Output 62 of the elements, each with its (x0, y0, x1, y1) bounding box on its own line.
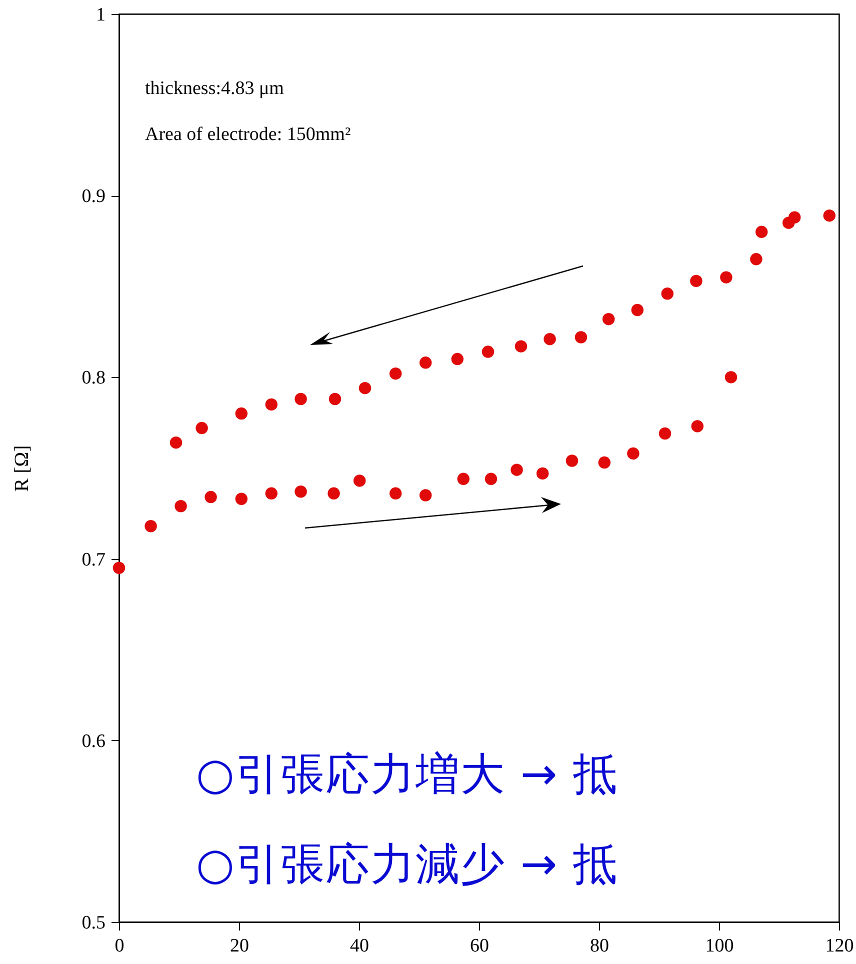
y-tick-label: 0.9 (82, 186, 106, 208)
point (112, 562, 126, 574)
point (353, 474, 366, 487)
point (544, 332, 556, 346)
point (484, 472, 498, 486)
point (265, 398, 278, 411)
y-tick-label: 0.6 (82, 730, 106, 752)
point (691, 420, 704, 432)
point (631, 304, 644, 316)
x-tick-label: 40 (350, 936, 369, 956)
point (196, 422, 208, 434)
point (294, 485, 307, 498)
point (419, 489, 432, 502)
point (720, 271, 732, 284)
point (389, 367, 402, 380)
point (750, 253, 762, 266)
point (457, 472, 470, 486)
y-tick-label: 0.7 (82, 549, 106, 570)
point (755, 226, 768, 238)
point (235, 407, 248, 420)
point (170, 436, 182, 449)
point (144, 520, 157, 532)
point (265, 487, 278, 500)
point (419, 356, 432, 369)
point (204, 490, 217, 504)
point (602, 312, 615, 326)
annotation: thickness:4.83 μm (145, 78, 284, 100)
point (661, 288, 674, 300)
x-tick-label: 60 (470, 936, 489, 956)
annotation: ○引張応力減少 → 抵 (196, 838, 618, 892)
point (574, 331, 588, 344)
annotation: Area of electrode: 150mm² (145, 124, 351, 146)
point (235, 492, 248, 505)
x-tick-label: 100 (705, 936, 734, 956)
point (482, 346, 494, 358)
point (782, 216, 795, 229)
x-tick-label: 0 (114, 936, 124, 956)
y-tick-label: 0.5 (82, 912, 106, 934)
x-tick-label: 80 (590, 936, 609, 956)
x-tick-label: 120 (825, 936, 854, 956)
point (658, 427, 672, 440)
point (294, 392, 307, 406)
annotation: ○引張応力増大 → 抵 (196, 748, 618, 802)
point (514, 340, 528, 352)
y-tick-label: 1 (96, 4, 106, 26)
point (690, 274, 702, 288)
point (328, 392, 342, 406)
point (566, 454, 578, 467)
y-tick-label: 0.8 (82, 368, 106, 389)
point (328, 487, 340, 500)
point (174, 500, 187, 512)
point (389, 487, 402, 500)
x-tick-label: 20 (230, 936, 249, 956)
point (627, 447, 640, 460)
y-axis-title: R [Ω] (10, 445, 33, 492)
point (510, 464, 523, 476)
point (598, 456, 611, 469)
point (451, 352, 464, 366)
point (358, 382, 372, 394)
point (724, 371, 738, 384)
point (536, 467, 549, 480)
point (823, 209, 836, 222)
